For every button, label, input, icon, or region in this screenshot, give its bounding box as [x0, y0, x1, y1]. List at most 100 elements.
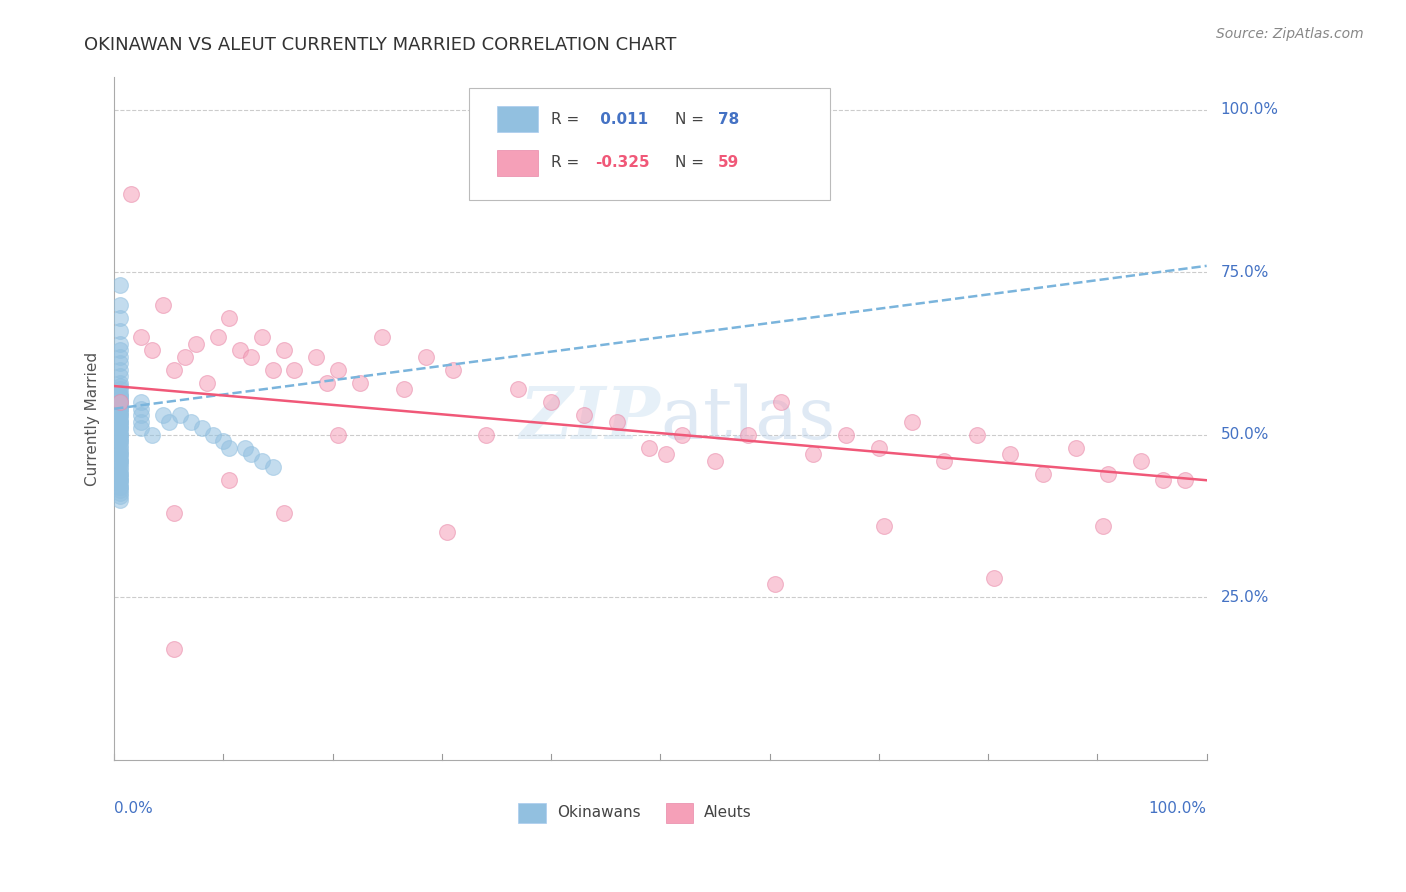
Point: [108, 421, 131, 435]
Point: [218, 310, 240, 325]
Point: [108, 389, 131, 403]
Point: [108, 409, 131, 423]
Point: [108, 409, 131, 423]
Point: [572, 409, 595, 423]
Point: [873, 518, 896, 533]
Point: [108, 405, 131, 419]
Point: [108, 490, 131, 504]
Point: [983, 571, 1005, 585]
Bar: [496, 151, 538, 177]
Point: [392, 382, 415, 396]
Point: [108, 401, 131, 416]
Point: [141, 427, 163, 442]
Point: [108, 460, 131, 475]
Point: [349, 376, 371, 390]
Point: [163, 642, 186, 657]
Text: 78: 78: [718, 112, 740, 127]
Point: [606, 415, 628, 429]
Point: [1152, 473, 1174, 487]
Point: [108, 480, 131, 494]
Point: [108, 434, 131, 449]
Point: [190, 421, 212, 435]
Point: [157, 415, 180, 429]
Point: [108, 278, 131, 293]
Point: [108, 310, 131, 325]
Point: [120, 187, 142, 202]
Text: atlas: atlas: [661, 384, 835, 454]
Point: [108, 356, 131, 370]
Point: [108, 437, 131, 451]
Point: [441, 363, 464, 377]
Point: [1174, 473, 1197, 487]
Point: [218, 441, 240, 455]
Point: [131, 421, 153, 435]
Point: [966, 427, 988, 442]
Text: R =: R =: [551, 155, 585, 170]
Text: N =: N =: [675, 155, 709, 170]
Point: [108, 392, 131, 406]
Point: [174, 350, 197, 364]
Point: [1130, 454, 1153, 468]
Point: [131, 330, 153, 344]
Point: [998, 447, 1021, 461]
Point: [108, 480, 131, 494]
Point: [1064, 441, 1087, 455]
Point: [801, 447, 824, 461]
Text: 100.0%: 100.0%: [1149, 800, 1206, 815]
Text: Aleuts: Aleuts: [704, 805, 752, 821]
Point: [201, 427, 224, 442]
Point: [108, 467, 131, 481]
Point: [262, 363, 284, 377]
Point: [108, 389, 131, 403]
Point: [212, 434, 235, 449]
Point: [108, 395, 131, 409]
Point: [207, 330, 229, 344]
Point: [195, 376, 218, 390]
Y-axis label: Currently Married: Currently Married: [86, 351, 100, 485]
Point: [184, 336, 207, 351]
Point: [108, 425, 131, 439]
Point: [108, 411, 131, 425]
Point: [1097, 467, 1119, 481]
Point: [108, 427, 131, 442]
Point: [108, 399, 131, 413]
Point: [131, 409, 153, 423]
Text: 59: 59: [718, 155, 740, 170]
Bar: [496, 106, 538, 132]
Point: [108, 486, 131, 500]
Text: 100.0%: 100.0%: [1220, 103, 1278, 118]
Point: [108, 379, 131, 393]
Point: [835, 427, 858, 442]
Point: [141, 343, 163, 358]
Point: [163, 363, 186, 377]
Point: [152, 298, 174, 312]
Point: [704, 454, 727, 468]
Point: [273, 343, 295, 358]
Text: 0.0%: 0.0%: [114, 800, 153, 815]
Point: [163, 506, 186, 520]
Point: [180, 415, 202, 429]
Point: [131, 395, 153, 409]
Point: [131, 415, 153, 429]
Point: [540, 395, 562, 409]
Point: [108, 447, 131, 461]
Point: [108, 324, 131, 338]
Point: [638, 441, 661, 455]
Point: [108, 476, 131, 491]
Point: [108, 444, 131, 458]
Point: [415, 350, 437, 364]
Point: [108, 395, 131, 409]
Point: [763, 577, 786, 591]
Point: [108, 350, 131, 364]
Point: [508, 382, 530, 396]
Bar: [519, 803, 546, 823]
Point: [108, 467, 131, 481]
Point: [934, 454, 956, 468]
Point: [108, 431, 131, 445]
Point: [900, 415, 922, 429]
Point: [108, 473, 131, 487]
Point: [239, 350, 262, 364]
Point: [108, 415, 131, 429]
Point: [371, 330, 394, 344]
Point: [108, 447, 131, 461]
